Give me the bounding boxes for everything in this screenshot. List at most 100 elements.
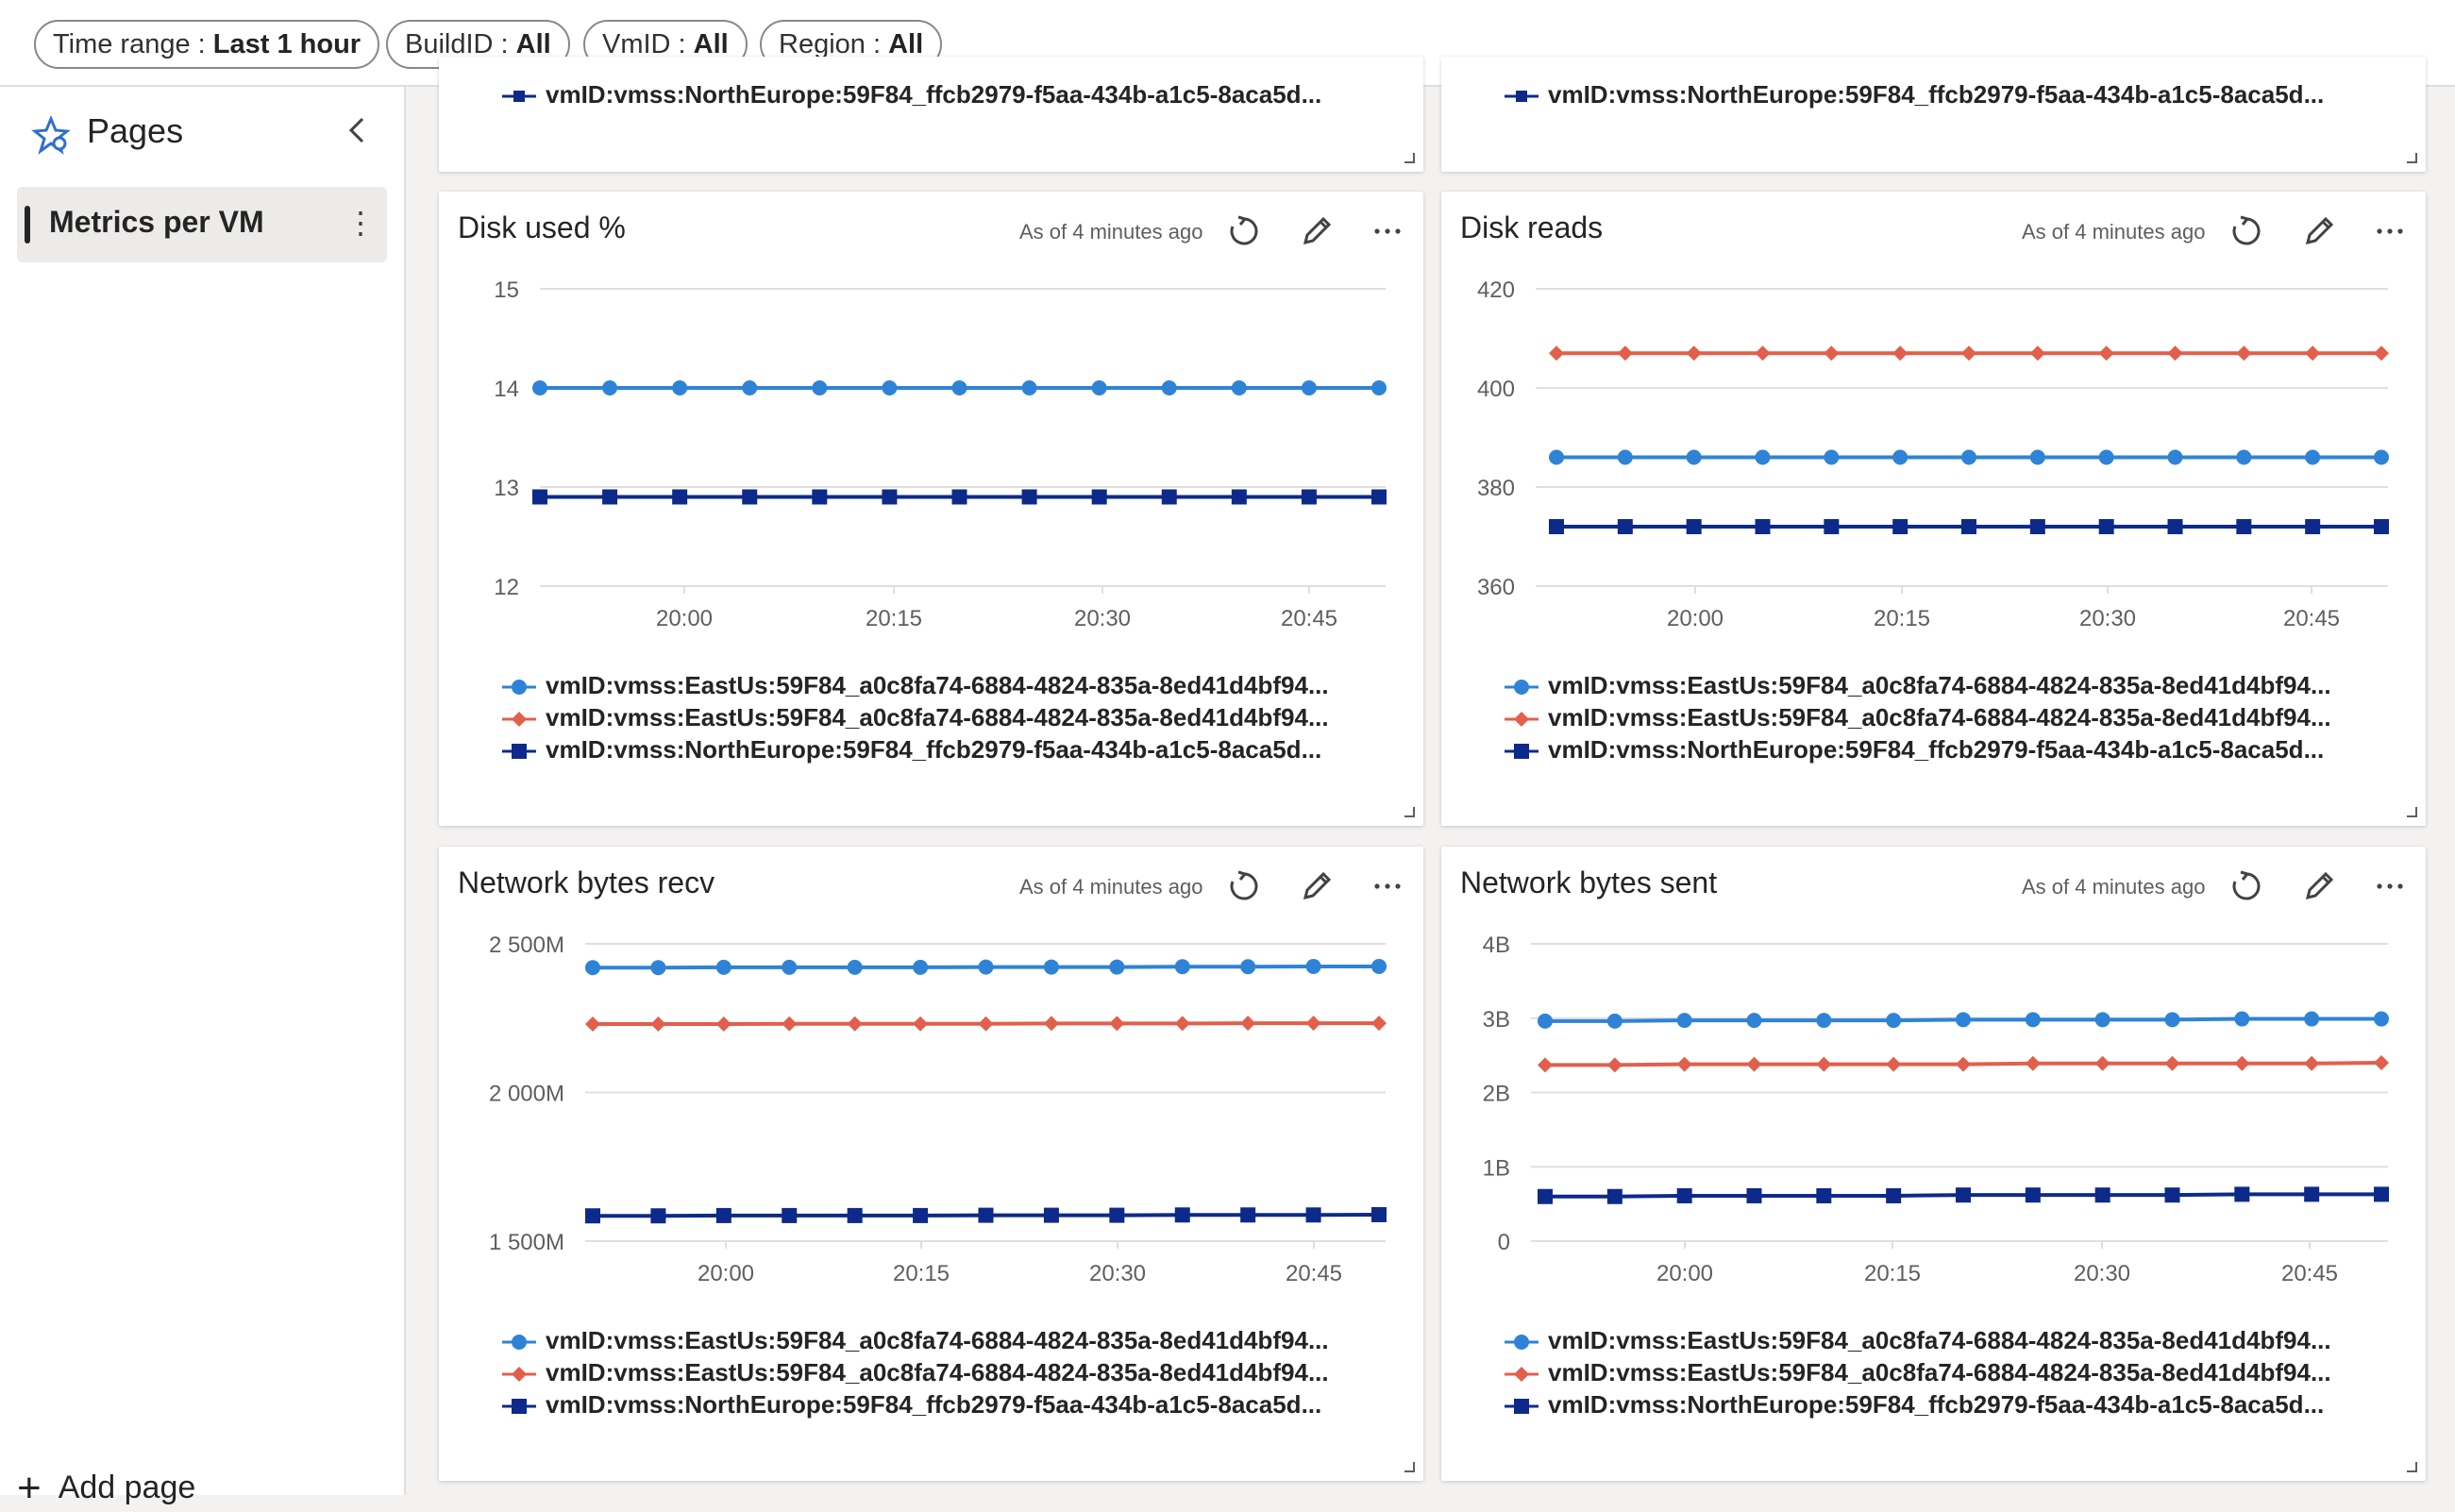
data-point — [2098, 449, 2114, 465]
more-options-icon[interactable]: ⋮ — [345, 206, 376, 240]
legend-marker-circle-icon — [502, 680, 536, 695]
y-tick-label: 1B — [1483, 1155, 1510, 1181]
legend-marker — [512, 1335, 527, 1350]
legend-marker — [1514, 680, 1529, 695]
data-point — [1886, 1187, 1902, 1203]
data-point — [1686, 519, 1702, 534]
data-point — [2025, 1055, 2041, 1071]
legend-label: vmID:vmss:EastUs:59F84_a0c8fa74-6884-482… — [1548, 1358, 2331, 1386]
data-point — [1231, 489, 1247, 505]
line-chart: 420 400 380 360 20:00 20:15 20:30 20:45 — [1477, 277, 2389, 631]
y-tick-label: 420 — [1477, 277, 1515, 303]
data-point — [1538, 1188, 1553, 1204]
data-point — [2234, 1186, 2250, 1202]
data-point — [2304, 1186, 2320, 1202]
collapse-sidebar-chevron-icon[interactable] — [342, 113, 376, 147]
data-point — [847, 959, 863, 975]
data-point — [951, 489, 967, 505]
add-page-button[interactable]: + Add page — [17, 1465, 195, 1512]
legend-label: vmID:vmss:NorthEurope:59F84_ffcb2979-f5a… — [1548, 1390, 2325, 1419]
resize-handle-icon[interactable] — [1403, 151, 1416, 164]
refresh-icon[interactable] — [2228, 867, 2265, 905]
legend-marker-square-icon — [502, 1399, 536, 1414]
legend-marker — [512, 680, 527, 695]
more-options-icon[interactable] — [1369, 867, 1406, 905]
x-tick-label: 20:00 — [1656, 1261, 1713, 1286]
data-point — [1091, 489, 1107, 505]
x-tick-label: 20:30 — [1074, 606, 1131, 631]
refresh-icon[interactable] — [1225, 867, 1263, 905]
data-point — [1676, 1056, 1692, 1072]
refresh-icon[interactable] — [2228, 212, 2265, 250]
resize-handle-icon[interactable] — [2405, 805, 2418, 818]
data-point — [1538, 1013, 1553, 1029]
pages-sidebar: Pages Metrics per VM ⋮ + Add page — [0, 87, 406, 1511]
data-point — [2094, 1055, 2110, 1071]
resize-handle-icon[interactable] — [1403, 1460, 1416, 1473]
data-point — [1174, 1016, 1190, 1032]
y-tick-label: 360 — [1477, 575, 1515, 600]
data-point — [1606, 1057, 1623, 1073]
line-chart: 4B 3B 2B 1B 0 20:00 20:15 20:30 20:45 — [1483, 932, 2389, 1286]
data-point — [1816, 1013, 1832, 1029]
edit-pencil-icon[interactable] — [2300, 867, 2338, 905]
x-tick-label: 20:00 — [1667, 606, 1724, 631]
data-point — [2234, 1011, 2250, 1027]
data-point — [2374, 1011, 2389, 1027]
data-point — [1755, 519, 1771, 534]
y-tick-label: 2B — [1483, 1082, 1510, 1107]
legend-marker-diamond-icon — [1505, 1367, 1539, 1382]
resize-handle-icon[interactable] — [2405, 151, 2418, 164]
sidebar-item-metrics-per-vm[interactable]: Metrics per VM ⋮ — [17, 187, 387, 262]
data-point — [585, 960, 600, 976]
edit-pencil-icon[interactable] — [2300, 212, 2338, 250]
data-point — [1746, 1013, 1762, 1029]
data-point — [1816, 1056, 1832, 1072]
y-tick-label: 13 — [494, 476, 519, 501]
edit-pencil-icon[interactable] — [1298, 867, 1336, 905]
data-point — [2098, 345, 2114, 361]
data-point — [2164, 1055, 2180, 1071]
data-point — [1606, 1013, 1623, 1029]
data-point — [1371, 489, 1387, 505]
more-options-icon[interactable] — [1369, 212, 1406, 250]
selected-indicator — [25, 206, 30, 244]
data-point — [1617, 519, 1633, 534]
sidebar-item-label: Metrics per VM — [49, 205, 264, 239]
data-point — [2094, 1187, 2110, 1203]
more-options-icon[interactable] — [2371, 867, 2409, 905]
tile-title: Disk reads — [1460, 210, 1604, 244]
tile-network-bytes-recv: Network bytes recv As of 4 minutes ago 2 5… — [439, 847, 1423, 1481]
legend-label: vmID:vmss:NorthEurope:59F84_ffcb2979-f5a… — [546, 735, 1322, 764]
data-point — [1961, 519, 1976, 534]
data-point — [812, 380, 828, 395]
legend-marker — [512, 1367, 527, 1382]
resize-handle-icon[interactable] — [2405, 1460, 2418, 1473]
y-tick-label: 2 500M — [489, 932, 564, 958]
legend-marker — [1514, 1367, 1529, 1382]
legend-marker-circle-icon — [502, 1335, 536, 1350]
data-point — [847, 1016, 863, 1032]
data-point — [2236, 345, 2252, 361]
legend-label: vmID:vmss:EastUs:59F84_a0c8fa74-6884-482… — [1548, 671, 2331, 699]
data-point — [951, 380, 967, 395]
refresh-icon[interactable] — [1225, 212, 1263, 250]
last-updated-text: As of 4 minutes ago — [2022, 220, 2206, 244]
more-options-icon[interactable] — [2371, 212, 2409, 250]
data-point — [532, 380, 547, 395]
filter-pill-time-range[interactable]: Time range : Last 1 hour — [34, 20, 380, 69]
data-point — [1371, 958, 1387, 974]
resize-handle-icon[interactable] — [1403, 805, 1416, 818]
data-point — [532, 489, 547, 505]
data-point — [913, 1016, 929, 1032]
data-point — [1371, 380, 1387, 395]
data-point — [650, 1208, 666, 1224]
edit-pencil-icon[interactable] — [1298, 212, 1336, 250]
data-point — [1021, 380, 1037, 395]
pages-title: Pages — [87, 111, 184, 150]
data-point — [2164, 1187, 2180, 1203]
filter-pill-buildid[interactable]: BuildID : All — [386, 20, 570, 69]
tile-network-bytes-sent: Network bytes sent As of 4 minutes ago 4B 3… — [1441, 847, 2426, 1481]
data-point — [1109, 959, 1125, 975]
data-point — [1676, 1187, 1692, 1203]
